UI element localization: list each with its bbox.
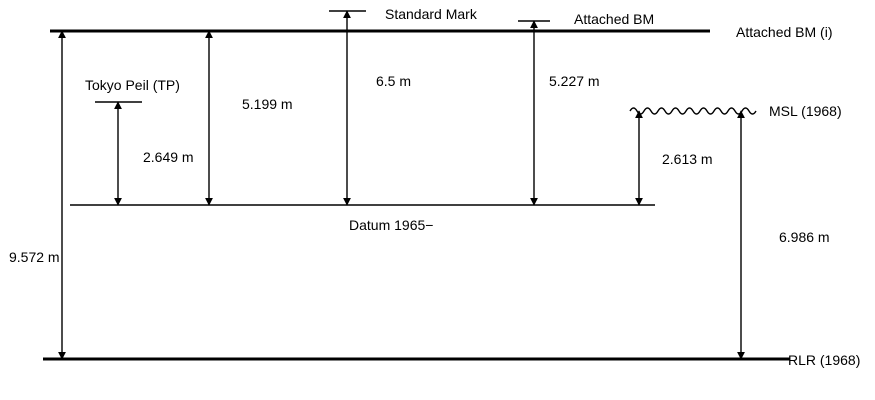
attached-bm-label: Attached BM	[574, 11, 654, 27]
measurement-bm-i-to-rlr: 9.572 m	[9, 249, 60, 265]
measurement-standard-mark-to-datum: 6.5 m	[376, 73, 411, 89]
standard-mark-label: Standard Mark	[385, 6, 478, 22]
msl-wave	[629, 107, 757, 115]
datum-label: Datum 1965−	[349, 217, 433, 233]
measurement-attached-bm-to-datum: 5.227 m	[549, 73, 600, 89]
msl-label: MSL (1968)	[769, 103, 842, 119]
tokyo-peil-label: Tokyo Peil (TP)	[85, 77, 180, 93]
rlr-label: RLR (1968)	[788, 352, 860, 368]
measurement-msl-to-datum: 2.613 m	[662, 151, 713, 167]
measurement-msl-to-rlr: 6.986 m	[779, 229, 830, 245]
measurement-tp-to-datum: 2.649 m	[143, 149, 194, 165]
measurement-bm-i-to-datum: 5.199 m	[242, 96, 293, 112]
attached-bm-i-label: Attached BM (i)	[736, 24, 832, 40]
